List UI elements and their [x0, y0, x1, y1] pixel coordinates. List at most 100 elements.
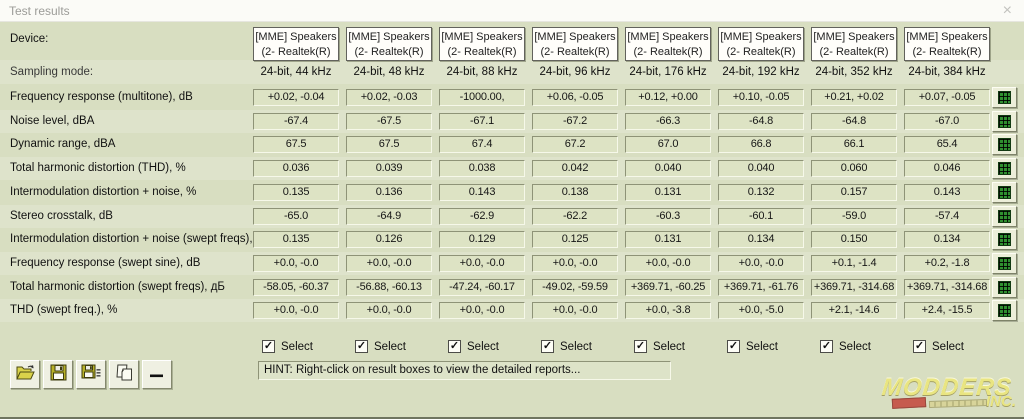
- result-value-cell[interactable]: +0.0, -0.0: [253, 255, 339, 272]
- select-checkbox[interactable]: ✓: [355, 340, 368, 353]
- result-value-cell[interactable]: +0.07, -0.05: [904, 89, 990, 106]
- select-checkbox[interactable]: ✓: [541, 340, 554, 353]
- result-value-cell[interactable]: 67.4: [439, 136, 525, 153]
- result-value-cell[interactable]: 0.060: [811, 160, 897, 177]
- result-value-cell[interactable]: 0.036: [253, 160, 339, 177]
- device-select-box[interactable]: [MME] Speakers (2- Realtek(R): [811, 27, 897, 61]
- result-value-cell[interactable]: 0.040: [718, 160, 804, 177]
- result-value-cell[interactable]: 67.0: [625, 136, 711, 153]
- result-value-cell[interactable]: 0.143: [439, 184, 525, 201]
- device-select-box[interactable]: [MME] Speakers (2- Realtek(R): [718, 27, 804, 61]
- result-value-cell[interactable]: 0.134: [718, 231, 804, 248]
- result-value-cell[interactable]: 65.4: [904, 136, 990, 153]
- select-checkbox[interactable]: ✓: [448, 340, 461, 353]
- result-value-cell[interactable]: -64.8: [718, 113, 804, 130]
- detailed-report-button[interactable]: [992, 229, 1017, 250]
- device-select-box[interactable]: [MME] Speakers (2- Realtek(R): [346, 27, 432, 61]
- save-report-button[interactable]: [43, 360, 73, 389]
- result-value-cell[interactable]: 67.5: [346, 136, 432, 153]
- result-value-cell[interactable]: -49.02, -59.59: [532, 279, 618, 296]
- result-value-cell[interactable]: +369.71, -60.25: [625, 279, 711, 296]
- select-checkbox[interactable]: ✓: [820, 340, 833, 353]
- result-value-cell[interactable]: -47.24, -60.17: [439, 279, 525, 296]
- result-value-cell[interactable]: +369.71, -314.68: [904, 279, 990, 296]
- result-value-cell[interactable]: 0.046: [904, 160, 990, 177]
- result-value-cell[interactable]: 0.131: [625, 184, 711, 201]
- result-value-cell[interactable]: 0.132: [718, 184, 804, 201]
- result-value-cell[interactable]: -1000.00,: [439, 89, 525, 106]
- result-value-cell[interactable]: 0.125: [532, 231, 618, 248]
- result-value-cell[interactable]: 0.136: [346, 184, 432, 201]
- result-value-cell[interactable]: +0.0, -0.0: [346, 302, 432, 319]
- result-value-cell[interactable]: +0.02, -0.03: [346, 89, 432, 106]
- detailed-report-button[interactable]: [992, 111, 1017, 132]
- detailed-report-button[interactable]: [992, 134, 1017, 155]
- result-value-cell[interactable]: -64.8: [811, 113, 897, 130]
- select-checkbox[interactable]: ✓: [262, 340, 275, 353]
- detailed-report-button[interactable]: [992, 182, 1017, 203]
- select-checkbox[interactable]: ✓: [634, 340, 647, 353]
- result-value-cell[interactable]: +0.12, +0.00: [625, 89, 711, 106]
- result-value-cell[interactable]: +0.2, -1.8: [904, 255, 990, 272]
- select-checkbox[interactable]: ✓: [913, 340, 926, 353]
- result-value-cell[interactable]: +0.02, -0.04: [253, 89, 339, 106]
- result-value-cell[interactable]: 0.134: [904, 231, 990, 248]
- result-value-cell[interactable]: -57.4: [904, 208, 990, 225]
- copy-report-button[interactable]: [109, 360, 139, 389]
- result-value-cell[interactable]: 0.131: [625, 231, 711, 248]
- result-value-cell[interactable]: 0.135: [253, 184, 339, 201]
- result-value-cell[interactable]: 0.129: [439, 231, 525, 248]
- result-value-cell[interactable]: +0.0, -0.0: [625, 255, 711, 272]
- save-as-report-button[interactable]: [76, 360, 106, 389]
- detailed-report-button[interactable]: [992, 206, 1017, 227]
- result-value-cell[interactable]: -58.05, -60.37: [253, 279, 339, 296]
- result-value-cell[interactable]: -59.0: [811, 208, 897, 225]
- result-value-cell[interactable]: +0.0, -3.8: [625, 302, 711, 319]
- result-value-cell[interactable]: 0.126: [346, 231, 432, 248]
- result-value-cell[interactable]: +0.06, -0.05: [532, 89, 618, 106]
- result-value-cell[interactable]: -67.0: [904, 113, 990, 130]
- result-value-cell[interactable]: -60.3: [625, 208, 711, 225]
- result-value-cell[interactable]: 0.157: [811, 184, 897, 201]
- remove-column-button[interactable]: [142, 360, 172, 389]
- device-select-box[interactable]: [MME] Speakers (2- Realtek(R): [253, 27, 339, 61]
- result-value-cell[interactable]: 0.138: [532, 184, 618, 201]
- result-value-cell[interactable]: 0.039: [346, 160, 432, 177]
- result-value-cell[interactable]: -56.88, -60.13: [346, 279, 432, 296]
- result-value-cell[interactable]: +0.0, -5.0: [718, 302, 804, 319]
- detailed-report-button[interactable]: [992, 277, 1017, 298]
- close-icon[interactable]: ×: [1002, 1, 1012, 19]
- detailed-report-button[interactable]: [992, 300, 1017, 321]
- result-value-cell[interactable]: 0.042: [532, 160, 618, 177]
- result-value-cell[interactable]: +0.0, -0.0: [532, 255, 618, 272]
- result-value-cell[interactable]: 0.143: [904, 184, 990, 201]
- result-value-cell[interactable]: -67.2: [532, 113, 618, 130]
- result-value-cell[interactable]: -67.1: [439, 113, 525, 130]
- result-value-cell[interactable]: 0.150: [811, 231, 897, 248]
- result-value-cell[interactable]: +0.0, -0.0: [346, 255, 432, 272]
- result-value-cell[interactable]: +2.4, -15.5: [904, 302, 990, 319]
- select-checkbox[interactable]: ✓: [727, 340, 740, 353]
- result-value-cell[interactable]: 66.1: [811, 136, 897, 153]
- result-value-cell[interactable]: -62.9: [439, 208, 525, 225]
- result-value-cell[interactable]: +0.0, -0.0: [718, 255, 804, 272]
- result-value-cell[interactable]: +369.71, -314.68: [811, 279, 897, 296]
- open-report-button[interactable]: [10, 360, 40, 389]
- result-value-cell[interactable]: +369.71, -61.76: [718, 279, 804, 296]
- result-value-cell[interactable]: +0.0, -0.0: [532, 302, 618, 319]
- result-value-cell[interactable]: +0.0, -0.0: [439, 255, 525, 272]
- device-select-box[interactable]: [MME] Speakers (2- Realtek(R): [625, 27, 711, 61]
- result-value-cell[interactable]: +0.21, +0.02: [811, 89, 897, 106]
- result-value-cell[interactable]: 66.8: [718, 136, 804, 153]
- result-value-cell[interactable]: -64.9: [346, 208, 432, 225]
- result-value-cell[interactable]: 0.038: [439, 160, 525, 177]
- result-value-cell[interactable]: -60.1: [718, 208, 804, 225]
- result-value-cell[interactable]: -67.4: [253, 113, 339, 130]
- detailed-report-button[interactable]: [992, 87, 1017, 108]
- result-value-cell[interactable]: -65.0: [253, 208, 339, 225]
- result-value-cell[interactable]: 67.5: [253, 136, 339, 153]
- device-select-box[interactable]: [MME] Speakers (2- Realtek(R): [904, 27, 990, 61]
- result-value-cell[interactable]: +0.0, -0.0: [439, 302, 525, 319]
- result-value-cell[interactable]: -66.3: [625, 113, 711, 130]
- detailed-report-button[interactable]: [992, 158, 1017, 179]
